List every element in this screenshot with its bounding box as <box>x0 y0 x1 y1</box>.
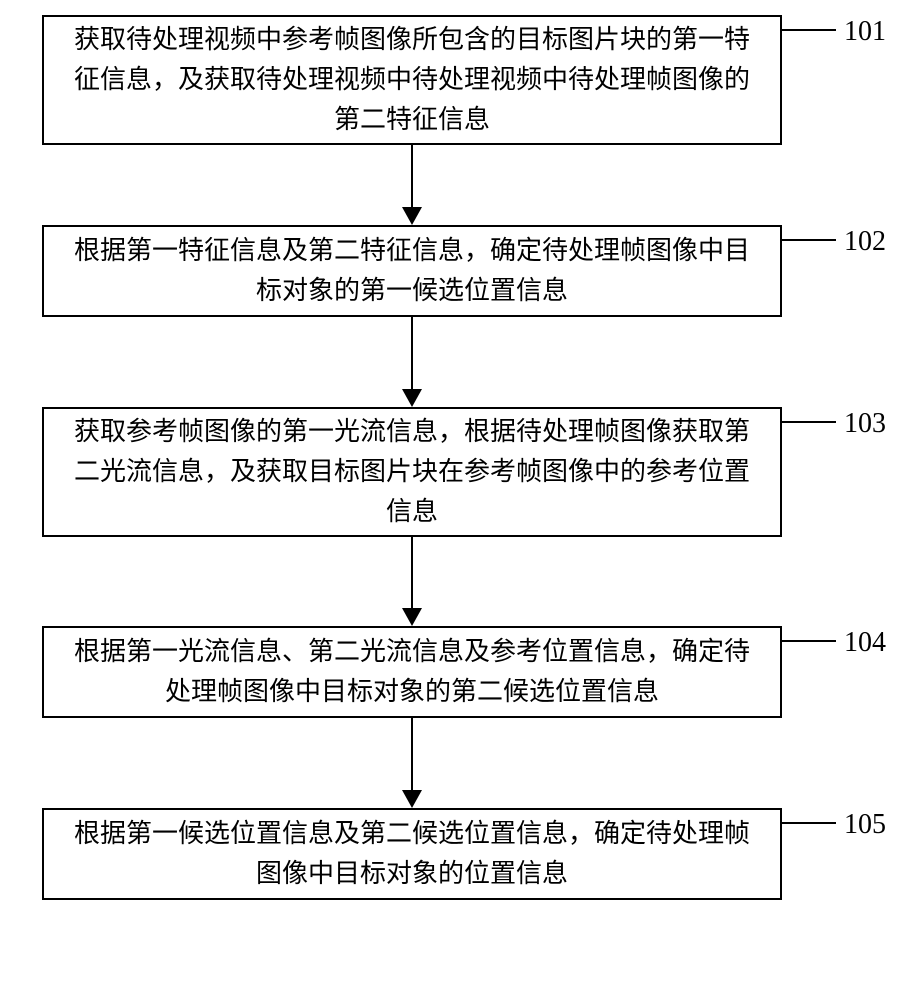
flow-arrow-1-line <box>411 145 413 208</box>
flow-lead-104 <box>782 640 836 642</box>
flow-label-104: 104 <box>844 627 886 659</box>
flow-node-101: 获取待处理视频中参考帧图像所包含的目标图片块的第一特征信息，及获取待处理视频中待… <box>42 15 782 145</box>
flow-lead-102 <box>782 239 836 241</box>
flow-node-104: 根据第一光流信息、第二光流信息及参考位置信息，确定待处理帧图像中目标对象的第二候… <box>42 626 782 718</box>
flow-label-105: 105 <box>844 809 886 841</box>
flow-node-104-text: 根据第一光流信息、第二光流信息及参考位置信息，确定待处理帧图像中目标对象的第二候… <box>62 632 762 713</box>
flow-label-101: 101 <box>844 16 886 48</box>
flow-lead-103 <box>782 421 836 423</box>
flowchart-container: 获取待处理视频中参考帧图像所包含的目标图片块的第一特征信息，及获取待处理视频中待… <box>0 0 923 1000</box>
flow-node-102: 根据第一特征信息及第二特征信息，确定待处理帧图像中目标对象的第一候选位置信息 <box>42 225 782 317</box>
flow-arrow-3-head <box>402 608 422 626</box>
flow-arrow-2-head <box>402 389 422 407</box>
flow-arrow-3-line <box>411 537 413 609</box>
flow-arrow-4-line <box>411 718 413 791</box>
flow-node-103: 获取参考帧图像的第一光流信息，根据待处理帧图像获取第二光流信息，及获取目标图片块… <box>42 407 782 537</box>
flow-node-101-text: 获取待处理视频中参考帧图像所包含的目标图片块的第一特征信息，及获取待处理视频中待… <box>62 20 762 141</box>
flow-node-103-text: 获取参考帧图像的第一光流信息，根据待处理帧图像获取第二光流信息，及获取目标图片块… <box>62 412 762 533</box>
flow-lead-101 <box>782 29 836 31</box>
flow-arrow-2-line <box>411 317 413 390</box>
flow-node-105: 根据第一候选位置信息及第二候选位置信息，确定待处理帧图像中目标对象的位置信息 <box>42 808 782 900</box>
flow-lead-105 <box>782 822 836 824</box>
flow-label-102: 102 <box>844 226 886 258</box>
flow-arrow-1-head <box>402 207 422 225</box>
flow-node-102-text: 根据第一特征信息及第二特征信息，确定待处理帧图像中目标对象的第一候选位置信息 <box>62 231 762 312</box>
flow-label-103: 103 <box>844 408 886 440</box>
flow-arrow-4-head <box>402 790 422 808</box>
flow-node-105-text: 根据第一候选位置信息及第二候选位置信息，确定待处理帧图像中目标对象的位置信息 <box>62 814 762 895</box>
